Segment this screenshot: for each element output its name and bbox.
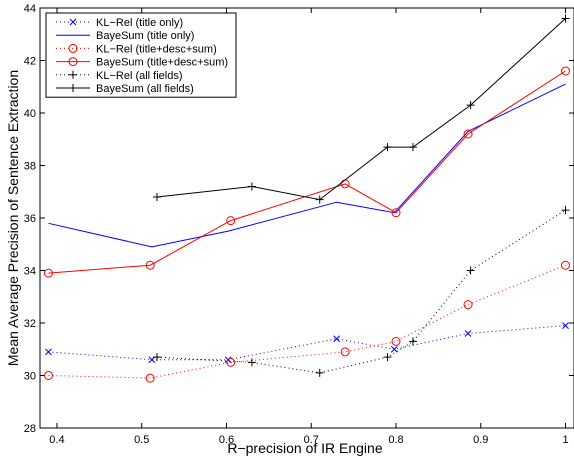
data-point [561,66,571,76]
data-point [43,371,53,380]
data-point [247,182,256,191]
y-tick-label: 44 [24,3,36,15]
x-tick-label: 0.9 [473,434,488,446]
data-point [247,358,256,367]
x-tick-label: 0.7 [304,434,319,446]
legend-box [45,12,237,98]
data-point [562,322,569,329]
legend-label: BayeSum (title+desc+sum) [96,57,228,69]
data-point [226,216,236,226]
data-point [333,335,341,343]
data-point [43,268,53,278]
legend-entry: BayeSum (title+desc+sum) [56,57,228,69]
data-point [148,356,156,364]
x-tick-label: 0.8 [388,434,403,446]
y-tick-label: 42 [24,56,36,68]
series-line [48,70,566,274]
series-4 [152,206,570,377]
data-point [315,368,324,377]
data-point [340,347,350,357]
legend-entry: BayeSum (title only) [56,30,194,42]
data-point [315,195,324,204]
series-layer [43,14,571,383]
y-tick-label: 38 [24,161,36,173]
data-point [463,300,473,310]
y-axis-label: Mean Average Precision of Sentence Extra… [5,70,21,366]
legend-marker [69,70,77,79]
y-tick-label: 34 [24,266,36,278]
legend-marker [69,18,77,26]
legend-marker [69,84,77,92]
data-point [390,345,398,353]
series-line [48,83,566,248]
data-point [224,356,232,364]
legend-label: BayeSum (all fields) [96,83,194,95]
legend-entry: KL−Rel (title+desc+sum) [56,43,217,55]
x-tick-label: 1 [562,434,568,446]
data-point [408,337,417,346]
data-point [152,193,161,201]
legend-marker [68,43,78,53]
data-point [383,143,392,152]
data-point [383,353,392,362]
x-tick-label: 0.6 [219,434,234,446]
y-tick-label: 28 [24,423,36,435]
y-tick-label: 40 [24,108,36,120]
legend: KL−Rel (title only)BayeSum (title only)K… [45,12,237,98]
data-point [408,143,417,152]
data-point [152,353,161,362]
data-point [561,14,570,23]
legend-label: KL−Rel (title only) [96,17,183,29]
series-0 [45,322,569,364]
axis-ticks: 0.4 0.5 0.6 0.7 0.8 0.9 1 28 30 32 34 36 38 40 42 44 [24,3,574,446]
data-point [391,208,401,218]
legend-label: BayeSum (title only) [96,30,194,42]
data-point [561,260,571,270]
legend-label: KL−Rel (title+desc+sum) [96,43,217,55]
y-tick-label: 30 [24,371,36,383]
x-axis-label: R−precision of IR Engine [227,440,382,456]
series-1 [48,83,566,248]
series-2 [43,260,571,383]
data-point [466,101,475,110]
x-tick-label: 0.4 [49,434,64,446]
y-tick-label: 32 [24,318,36,330]
legend-label: KL−Rel (all fields) [96,70,183,82]
legend-marker [68,57,78,67]
data-point [145,373,155,383]
data-point [464,330,472,337]
y-tick-label: 36 [24,213,36,225]
data-point [561,206,570,215]
legend-entry: BayeSum (all fields) [56,83,194,95]
data-point [391,336,401,346]
data-point [145,260,155,270]
x-tick-label: 0.5 [134,434,149,446]
series-5 [152,14,570,204]
data-point [463,129,473,139]
legend-entry: KL−Rel (all fields) [56,70,183,82]
data-point [45,348,52,356]
legend-entry: KL−Rel (title only) [56,17,183,29]
data-point [466,266,475,275]
data-point [226,357,236,367]
